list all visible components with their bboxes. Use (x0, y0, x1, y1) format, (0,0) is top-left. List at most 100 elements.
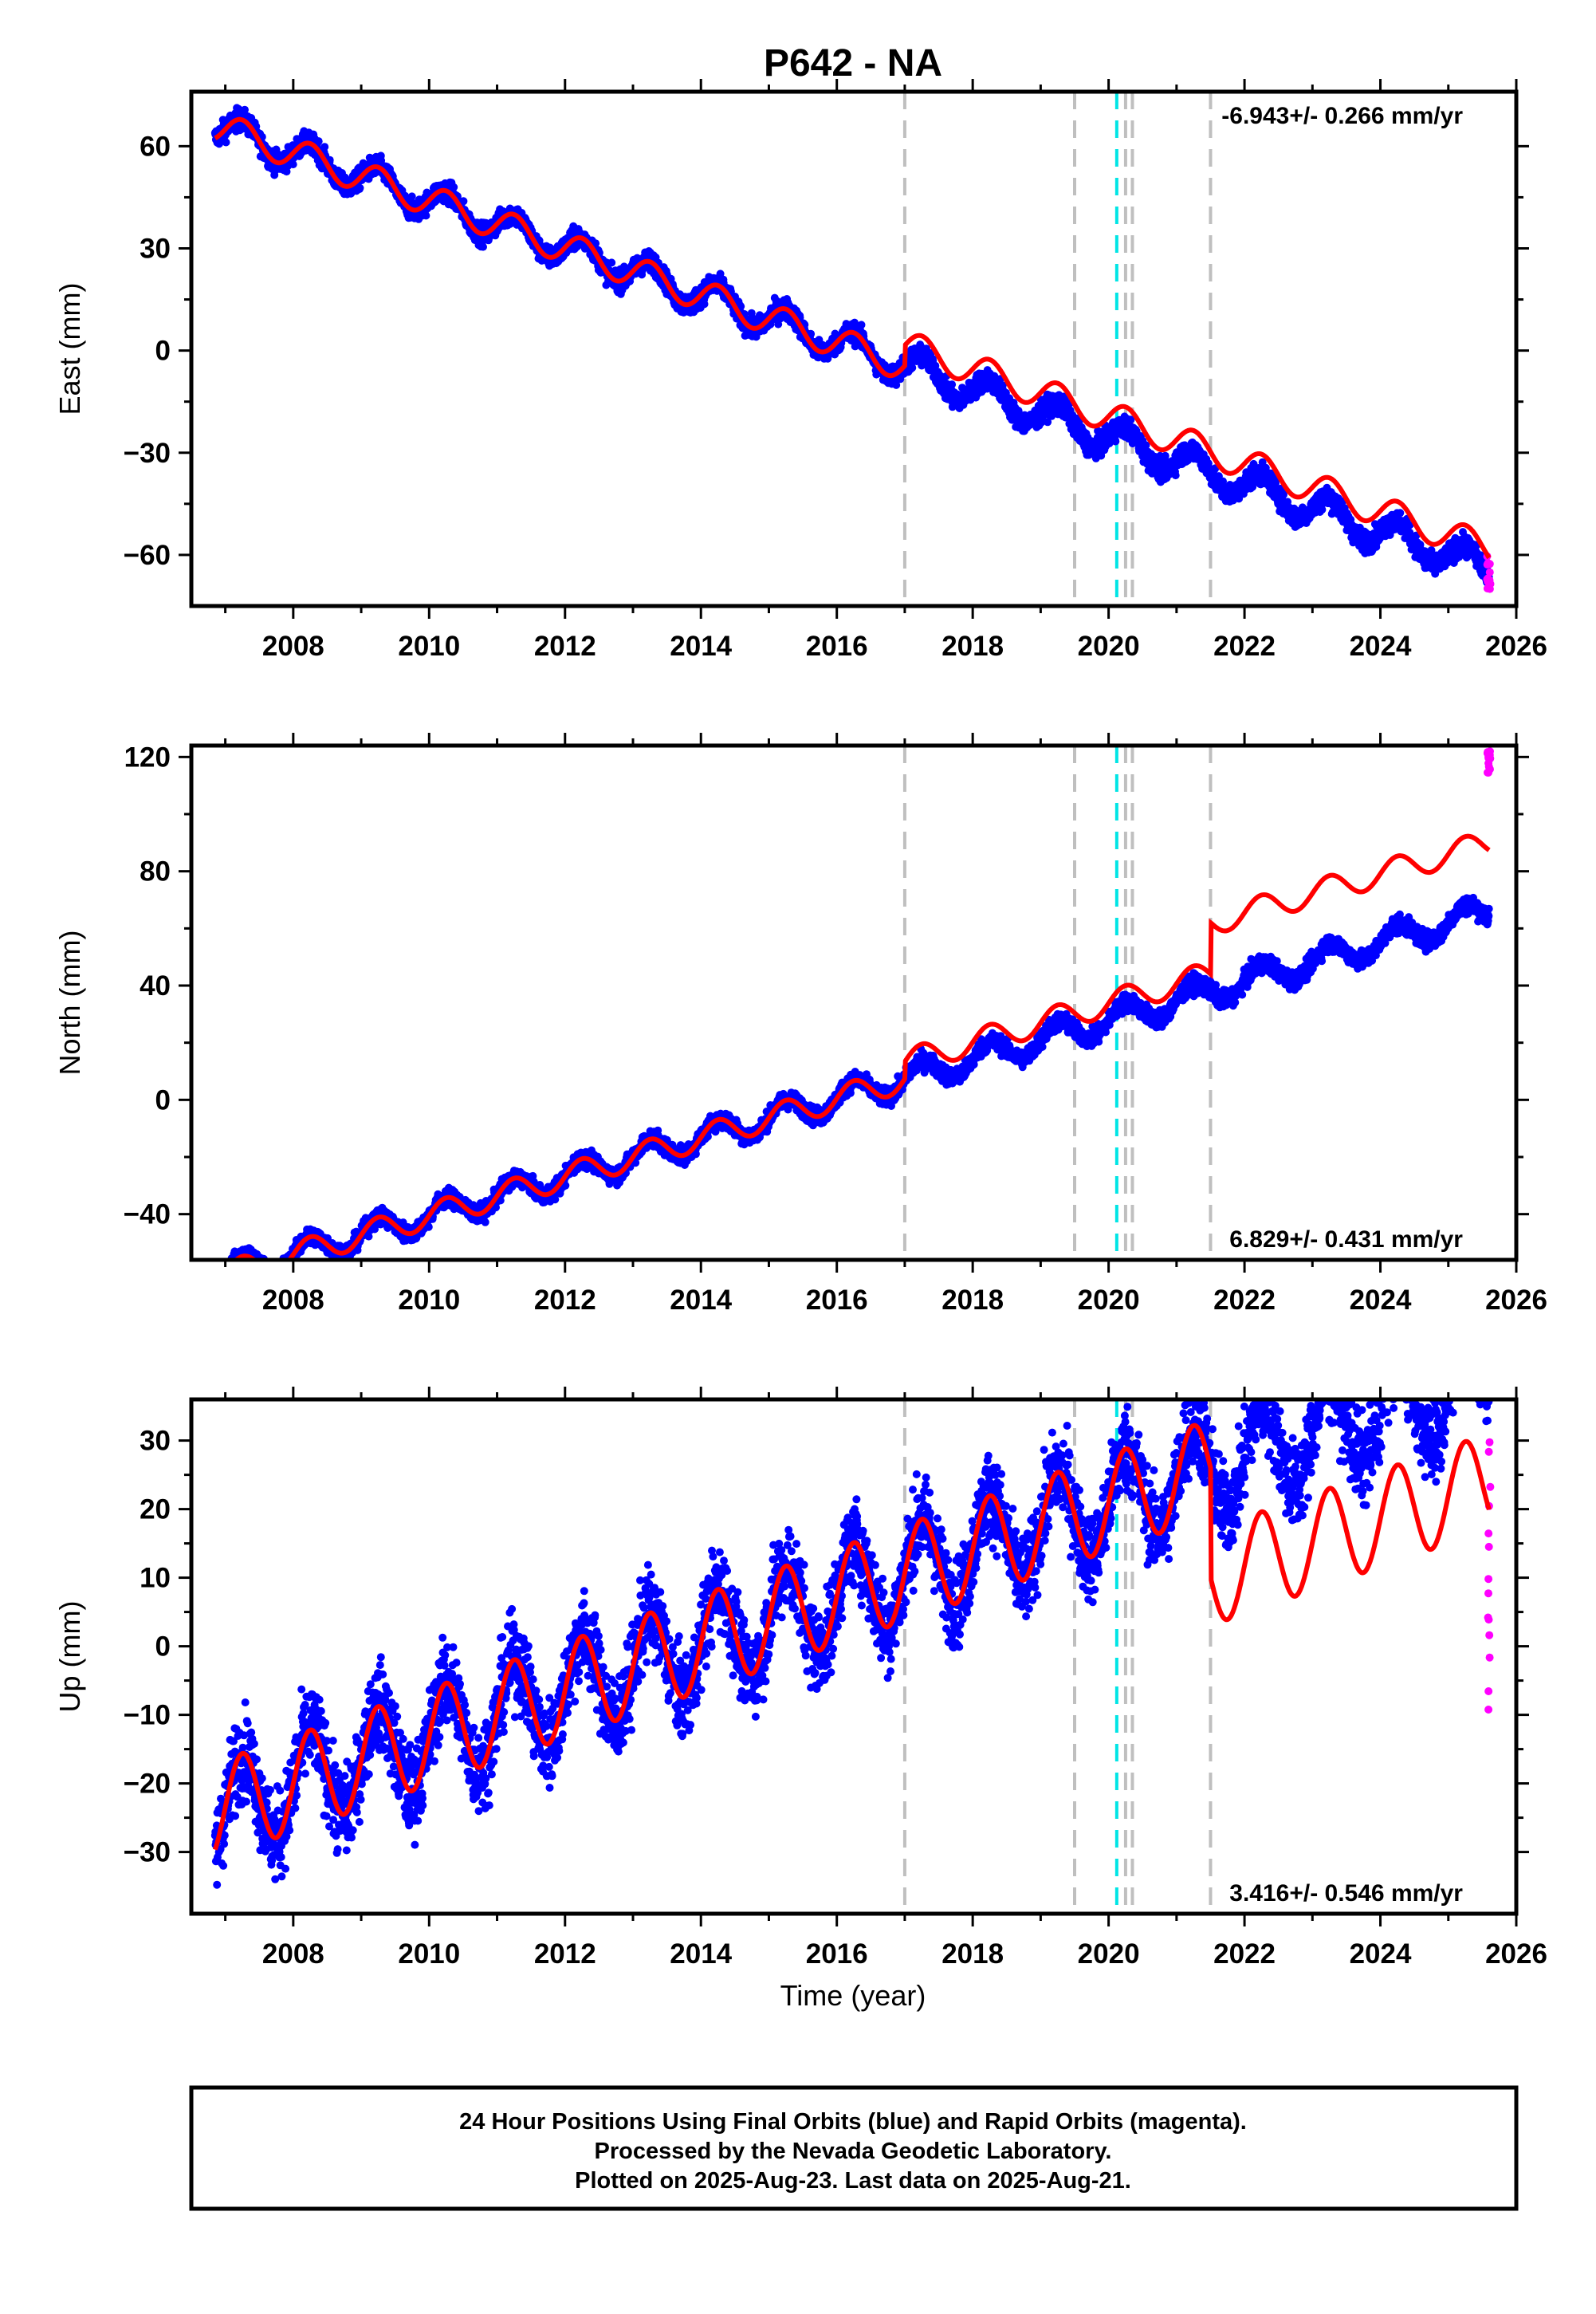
data-point (240, 1261, 248, 1269)
data-point (249, 1261, 257, 1269)
data-point (227, 1268, 235, 1276)
data-point (217, 1281, 225, 1289)
data-point (212, 1284, 220, 1292)
rapid-point (1485, 568, 1494, 577)
data-point (249, 1261, 257, 1269)
y-tick-label: 30 (140, 233, 171, 264)
data-point (259, 1271, 267, 1279)
data-point (220, 1279, 228, 1287)
data-point (213, 1285, 221, 1293)
x-tick-label: 2012 (534, 631, 596, 662)
data-point (263, 1267, 271, 1275)
data-point (221, 1274, 229, 1282)
data-point (224, 1272, 232, 1280)
data-point (214, 1273, 222, 1281)
data-point (212, 1287, 220, 1295)
data-point (234, 1263, 242, 1271)
data-point (320, 143, 329, 152)
data-point (218, 1278, 226, 1286)
data-point (257, 1264, 265, 1272)
data-point (215, 1285, 223, 1293)
data-point (219, 1273, 227, 1281)
data-point (244, 1261, 252, 1269)
data-point (260, 1268, 268, 1276)
data-point (356, 183, 364, 192)
data-point (407, 192, 416, 201)
data-point (261, 1265, 269, 1273)
data-point (314, 137, 323, 146)
data-point (254, 1265, 262, 1273)
data-point (214, 1285, 222, 1293)
data-point (257, 1268, 265, 1276)
data-point (1318, 506, 1327, 514)
data-point (221, 1271, 229, 1279)
data-point (948, 380, 957, 389)
data-point (218, 1284, 226, 1292)
y-tick-label: −30 (124, 438, 171, 469)
data-point (226, 1265, 234, 1273)
data-point (224, 1266, 232, 1274)
data-point (257, 1264, 265, 1272)
data-point (222, 1272, 230, 1280)
data-point (450, 183, 458, 191)
data-point (263, 1264, 271, 1272)
data-point (225, 1272, 233, 1280)
data-point (459, 197, 468, 206)
data-point (226, 1262, 234, 1270)
data-point (220, 1275, 228, 1283)
data-point (262, 1268, 270, 1276)
data-point (265, 1269, 273, 1277)
data-point (262, 1269, 270, 1277)
east-y-axis-label: East (mm) (53, 283, 86, 415)
data-point (219, 1272, 227, 1280)
north-panel: 2008 2010 2012 2014 2016 2018 2020 2022 2024 2026… (53, 733, 1547, 1316)
data-point (261, 1267, 269, 1275)
data-point (230, 1261, 238, 1269)
data-point (422, 211, 430, 220)
x-tick-label: 2022 (1213, 631, 1276, 662)
data-point (226, 1271, 234, 1279)
data-point (222, 1269, 230, 1277)
data-point (857, 321, 866, 329)
data-point (227, 1267, 235, 1275)
data-point (1396, 509, 1405, 518)
data-point (230, 1268, 238, 1276)
data-point (211, 1288, 219, 1296)
data-point (223, 1269, 231, 1277)
rapid-point (1485, 579, 1494, 588)
data-point (216, 1285, 224, 1293)
x-tick-label: 2008 (262, 631, 324, 662)
data-point (255, 1266, 263, 1274)
y-tick-label: 0 (155, 336, 171, 367)
data-point (230, 1265, 238, 1273)
data-point (257, 1265, 265, 1273)
data-point (217, 1272, 225, 1280)
data-point (219, 1269, 227, 1277)
data-point (737, 302, 745, 311)
data-point (222, 1270, 230, 1278)
data-point (222, 138, 230, 147)
data-point (265, 1270, 273, 1278)
data-point (218, 1277, 226, 1285)
data-point (218, 1280, 226, 1288)
data-point (218, 1278, 226, 1286)
x-tick-label: 2024 (1350, 631, 1412, 662)
data-point (221, 1277, 229, 1285)
data-point (479, 242, 487, 251)
data-point (233, 1263, 241, 1271)
data-point (214, 1277, 222, 1285)
data-point (241, 105, 249, 114)
data-point (263, 1261, 271, 1269)
data-point (289, 160, 297, 169)
data-point (213, 1281, 221, 1289)
data-point (1111, 437, 1120, 446)
data-point (212, 1289, 220, 1297)
data-point (264, 1261, 272, 1269)
data-point (259, 1270, 267, 1278)
east-final-orbit-points (210, 104, 1493, 587)
data-point (223, 1265, 231, 1273)
data-point (265, 1274, 273, 1282)
north-plot-area (211, 746, 1495, 1297)
y-tick-label: −60 (124, 540, 171, 571)
